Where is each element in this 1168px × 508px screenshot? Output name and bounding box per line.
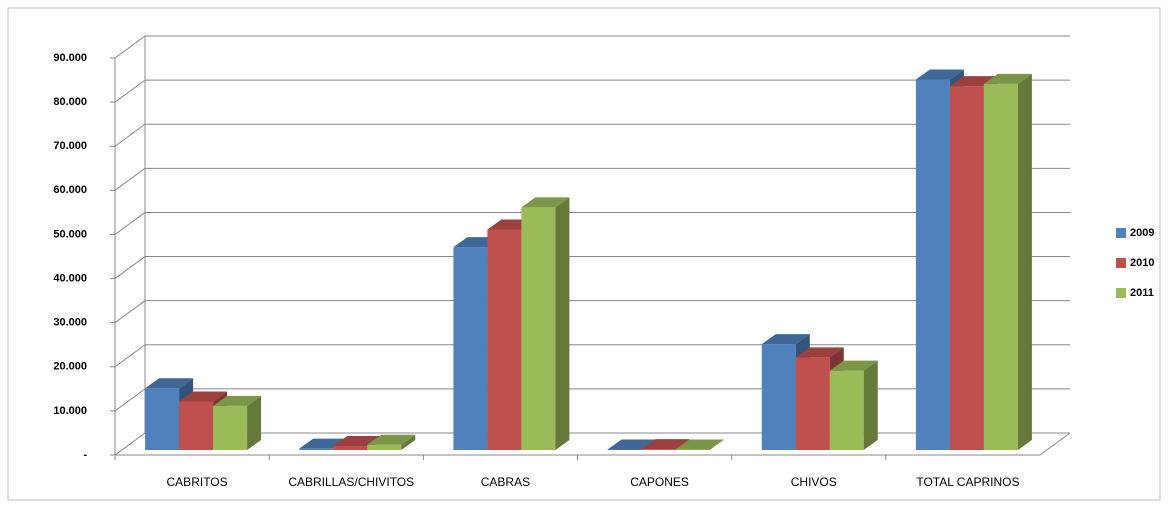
bar-face <box>367 434 416 445</box>
bar-face <box>247 395 262 450</box>
bar-face <box>367 444 402 450</box>
grid-line <box>114 167 146 191</box>
bar-face <box>829 360 878 371</box>
grid-line <box>114 300 146 324</box>
bar-face <box>675 439 724 450</box>
grid-line <box>114 212 146 235</box>
y-tick-label: 70.000 <box>53 140 87 152</box>
bar-face <box>607 439 656 450</box>
x-tick-label: CHIVOS <box>791 475 837 489</box>
y-tick-label: 50.000 <box>53 228 87 240</box>
bar-face <box>829 370 864 450</box>
grid-line <box>114 79 146 103</box>
x-tick-label: CABRILLAS/CHIVITOS <box>288 475 414 489</box>
y-tick-label: 20.000 <box>53 361 87 373</box>
bar-face <box>641 449 676 450</box>
bar-face <box>213 405 248 450</box>
y-tick-label: 80.000 <box>53 96 87 108</box>
y-tick-label: 60.000 <box>53 184 87 196</box>
bar-face <box>145 378 194 389</box>
y-tick-label: - <box>83 449 87 461</box>
bar-face <box>915 79 950 450</box>
bar-face <box>333 446 368 450</box>
bar-face <box>145 388 180 450</box>
y-tick-label: 40.000 <box>53 272 87 284</box>
bar <box>675 439 724 450</box>
legend-label: 2009 <box>1130 227 1154 239</box>
bar-face <box>179 391 228 402</box>
bar-face <box>555 197 570 450</box>
bar-face <box>761 334 810 345</box>
legend-label: 2011 <box>1130 287 1154 299</box>
bar-face <box>761 344 796 450</box>
bar <box>983 73 1032 450</box>
bar <box>367 434 416 450</box>
x-tick-label: CABRAS <box>481 475 530 489</box>
grid-line <box>114 123 146 147</box>
bar <box>213 395 262 450</box>
bar-face <box>641 439 690 450</box>
bar-face <box>299 448 334 450</box>
bar-face <box>521 207 556 450</box>
legend-swatch <box>1116 228 1126 238</box>
x-tick-label: CABRITOS <box>167 475 228 489</box>
grid-line <box>114 344 146 368</box>
bar-face <box>949 86 984 450</box>
bar-face <box>709 439 724 450</box>
bar-face <box>863 360 878 450</box>
y-tick-label: 90.000 <box>53 52 87 64</box>
bar-face <box>983 73 1032 84</box>
bar-face <box>401 434 416 450</box>
bar <box>521 197 570 450</box>
y-tick-label: 10.000 <box>53 405 87 417</box>
legend-swatch <box>1116 288 1126 298</box>
bar-face <box>1017 73 1032 450</box>
grid-line <box>114 35 146 59</box>
legend-swatch <box>1116 258 1126 268</box>
bar-face <box>453 247 488 450</box>
grid-line <box>114 388 146 412</box>
x-tick-label: CAPONES <box>630 475 689 489</box>
bar-face <box>795 347 844 358</box>
bar <box>829 360 878 450</box>
bar-face <box>213 395 262 406</box>
grid-line <box>114 256 146 279</box>
x-tick-label: TOTAL CAPRINOS <box>916 475 1019 489</box>
y-tick-label: 30.000 <box>53 317 87 329</box>
bar-face <box>487 229 522 450</box>
legend-label: 2010 <box>1130 257 1154 269</box>
grid-line <box>114 432 146 456</box>
bar-face <box>915 69 964 80</box>
bar-face <box>179 401 214 450</box>
bar-face <box>983 83 1018 450</box>
bar-face <box>521 197 570 208</box>
axis-line <box>1039 432 1071 456</box>
bar-face <box>795 357 830 450</box>
